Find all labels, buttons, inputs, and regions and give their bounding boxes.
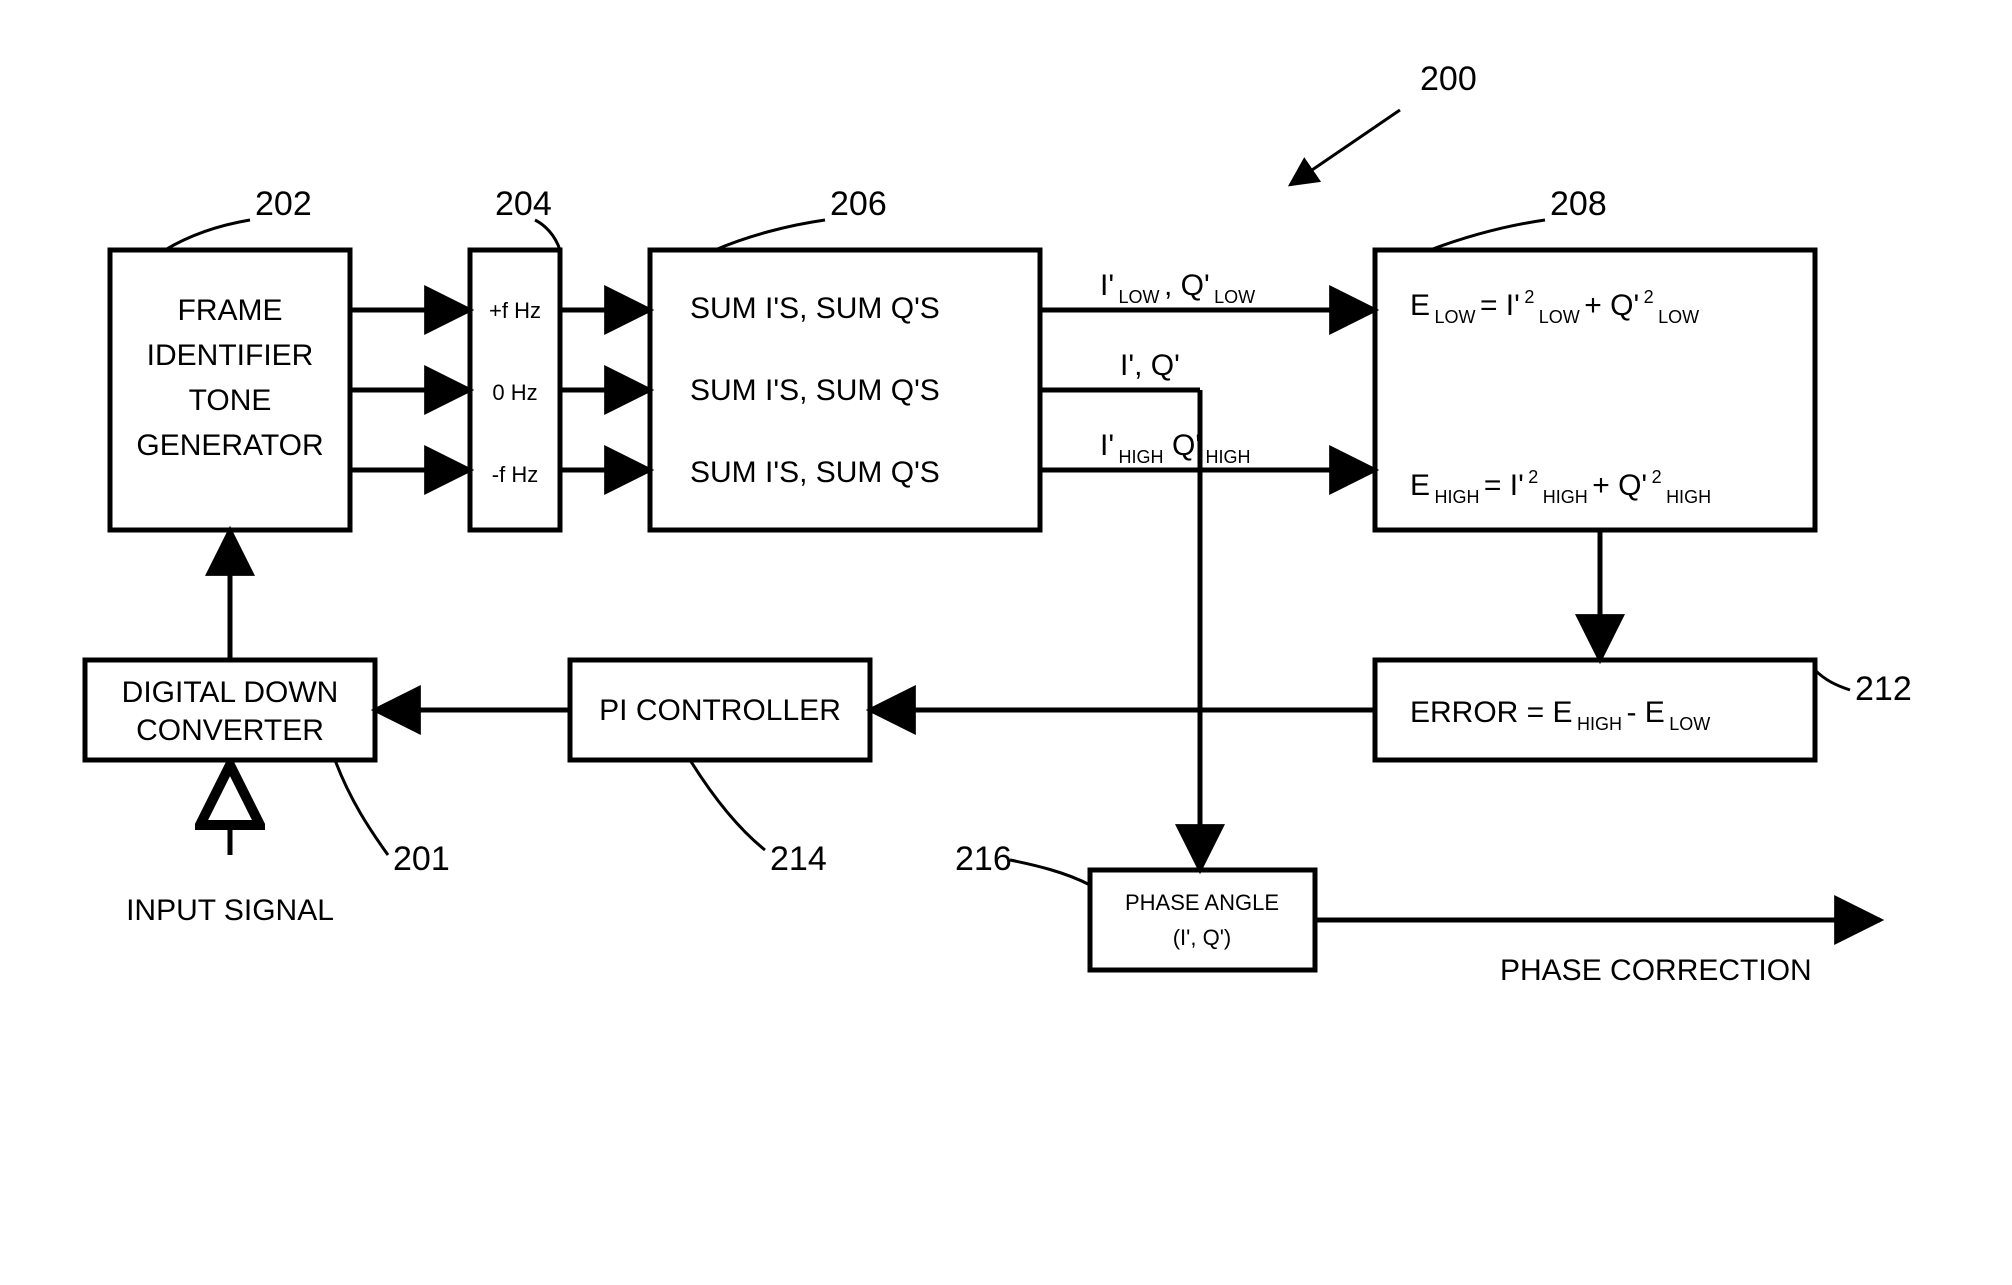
tg-l4: GENERATOR bbox=[136, 429, 323, 462]
ddc-1: DIGITAL DOWN bbox=[122, 676, 339, 709]
phase-angle-block: PHASE ANGLE (I', Q') 216 bbox=[955, 840, 1315, 970]
sum-3: SUM I'S, SUM Q'S bbox=[690, 456, 940, 489]
offsets-block: +f Hz 0 Hz -f Hz 204 bbox=[470, 185, 560, 530]
ref-204: 204 bbox=[495, 185, 552, 223]
off-1: +f Hz bbox=[489, 298, 541, 323]
ddc-2: CONVERTER bbox=[136, 714, 324, 747]
sum-2: SUM I'S, SUM Q'S bbox=[690, 374, 940, 407]
tg-l1: FRAME bbox=[178, 294, 283, 327]
ref-206: 206 bbox=[830, 185, 887, 223]
off-2: 0 Hz bbox=[492, 380, 537, 405]
overall-ref: 200 bbox=[1290, 60, 1477, 185]
tg-l2: IDENTIFIER bbox=[147, 339, 314, 372]
ddc-block: DIGITAL DOWN CONVERTER 201 bbox=[85, 660, 450, 878]
ref-202: 202 bbox=[255, 185, 312, 223]
sums-block: SUM I'S, SUM Q'S SUM I'S, SUM Q'S SUM I'… bbox=[650, 185, 1040, 530]
ref-214: 214 bbox=[770, 840, 827, 878]
tone-generator-block: FRAME IDENTIFIER TONE GENERATOR 202 bbox=[110, 185, 350, 530]
ref-200: 200 bbox=[1420, 60, 1477, 98]
ref-216: 216 bbox=[955, 840, 1012, 878]
off-3: -f Hz bbox=[492, 462, 538, 487]
output-lbl: PHASE CORRECTION bbox=[1500, 954, 1812, 987]
block-diagram: 200 FRAME IDENTIFIER TONE GENERATOR 202 … bbox=[0, 0, 2012, 1285]
edge-low: I' LOW , Q' LOW bbox=[1100, 269, 1255, 307]
edge-mid-lbl: I', Q' bbox=[1120, 349, 1180, 382]
pi-lbl: PI CONTROLLER bbox=[599, 694, 841, 727]
pa-1: PHASE ANGLE bbox=[1125, 890, 1279, 915]
error-block: ERROR = E HIGH - E LOW 212 bbox=[1375, 660, 1912, 760]
ref-208: 208 bbox=[1550, 185, 1607, 223]
ref-201: 201 bbox=[393, 840, 450, 878]
edge-high: I' HIGH Q' HIGH bbox=[1100, 429, 1250, 467]
pi-controller-block: PI CONTROLLER 214 bbox=[570, 660, 870, 878]
tg-l3: TONE bbox=[189, 384, 272, 417]
energies-block: E LOW = I' 2 LOW + Q' 2 LOW E HIGH = I' … bbox=[1375, 185, 1815, 530]
ref-212: 212 bbox=[1855, 670, 1912, 708]
sum-1: SUM I'S, SUM Q'S bbox=[690, 292, 940, 325]
input-lbl: INPUT SIGNAL bbox=[126, 894, 334, 927]
pa-2: (I', Q') bbox=[1173, 925, 1232, 950]
